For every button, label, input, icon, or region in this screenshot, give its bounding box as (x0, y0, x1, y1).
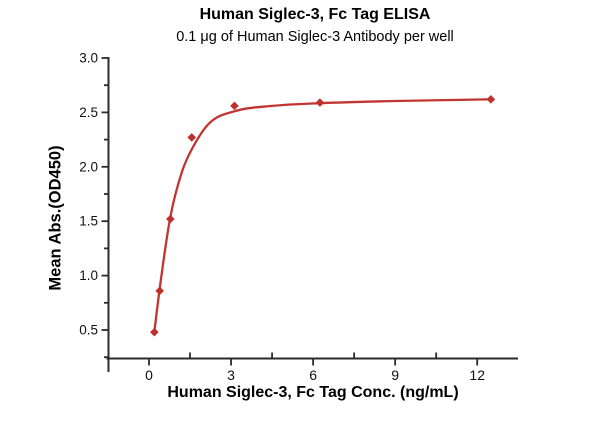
axes (106, 57, 518, 372)
fit-curve (153, 98, 493, 334)
y-tick-label: 1.5 (79, 214, 98, 229)
data-point-marker (150, 327, 159, 337)
x-axis-label: Human Siglec-3, Fc Tag Conc. (ng/mL) (167, 384, 459, 401)
y-tick-label: 3.0 (79, 51, 98, 66)
y-tick-label: 0.5 (79, 323, 98, 338)
data-point-marker (230, 101, 239, 111)
x-tick-label: 0 (145, 367, 153, 383)
data-points (150, 95, 496, 337)
chart-title: Human Siglec-3, Fc Tag ELISA (199, 6, 431, 23)
data-point-marker (315, 98, 325, 107)
data-point-marker (155, 286, 164, 296)
data-point-marker (166, 214, 175, 224)
y-tick-label: 2.0 (79, 159, 98, 174)
x-tick-label: 3 (227, 367, 235, 383)
y-tick-label: 2.5 (79, 105, 98, 120)
data-point-marker (486, 95, 496, 104)
x-tick-label: 12 (469, 367, 485, 383)
y-tick-label: 1.0 (79, 268, 98, 283)
x-tick-label: 6 (309, 367, 317, 383)
x-tick-label: 9 (391, 367, 399, 383)
ticks: 0.5 1.0 1.5 2.0 2.5 3.0 0 3 6 9 12 (79, 51, 485, 384)
data-point-marker (187, 133, 197, 142)
chart-subtitle: 0.1 μg of Human Siglec-3 Antibody per we… (176, 29, 454, 45)
